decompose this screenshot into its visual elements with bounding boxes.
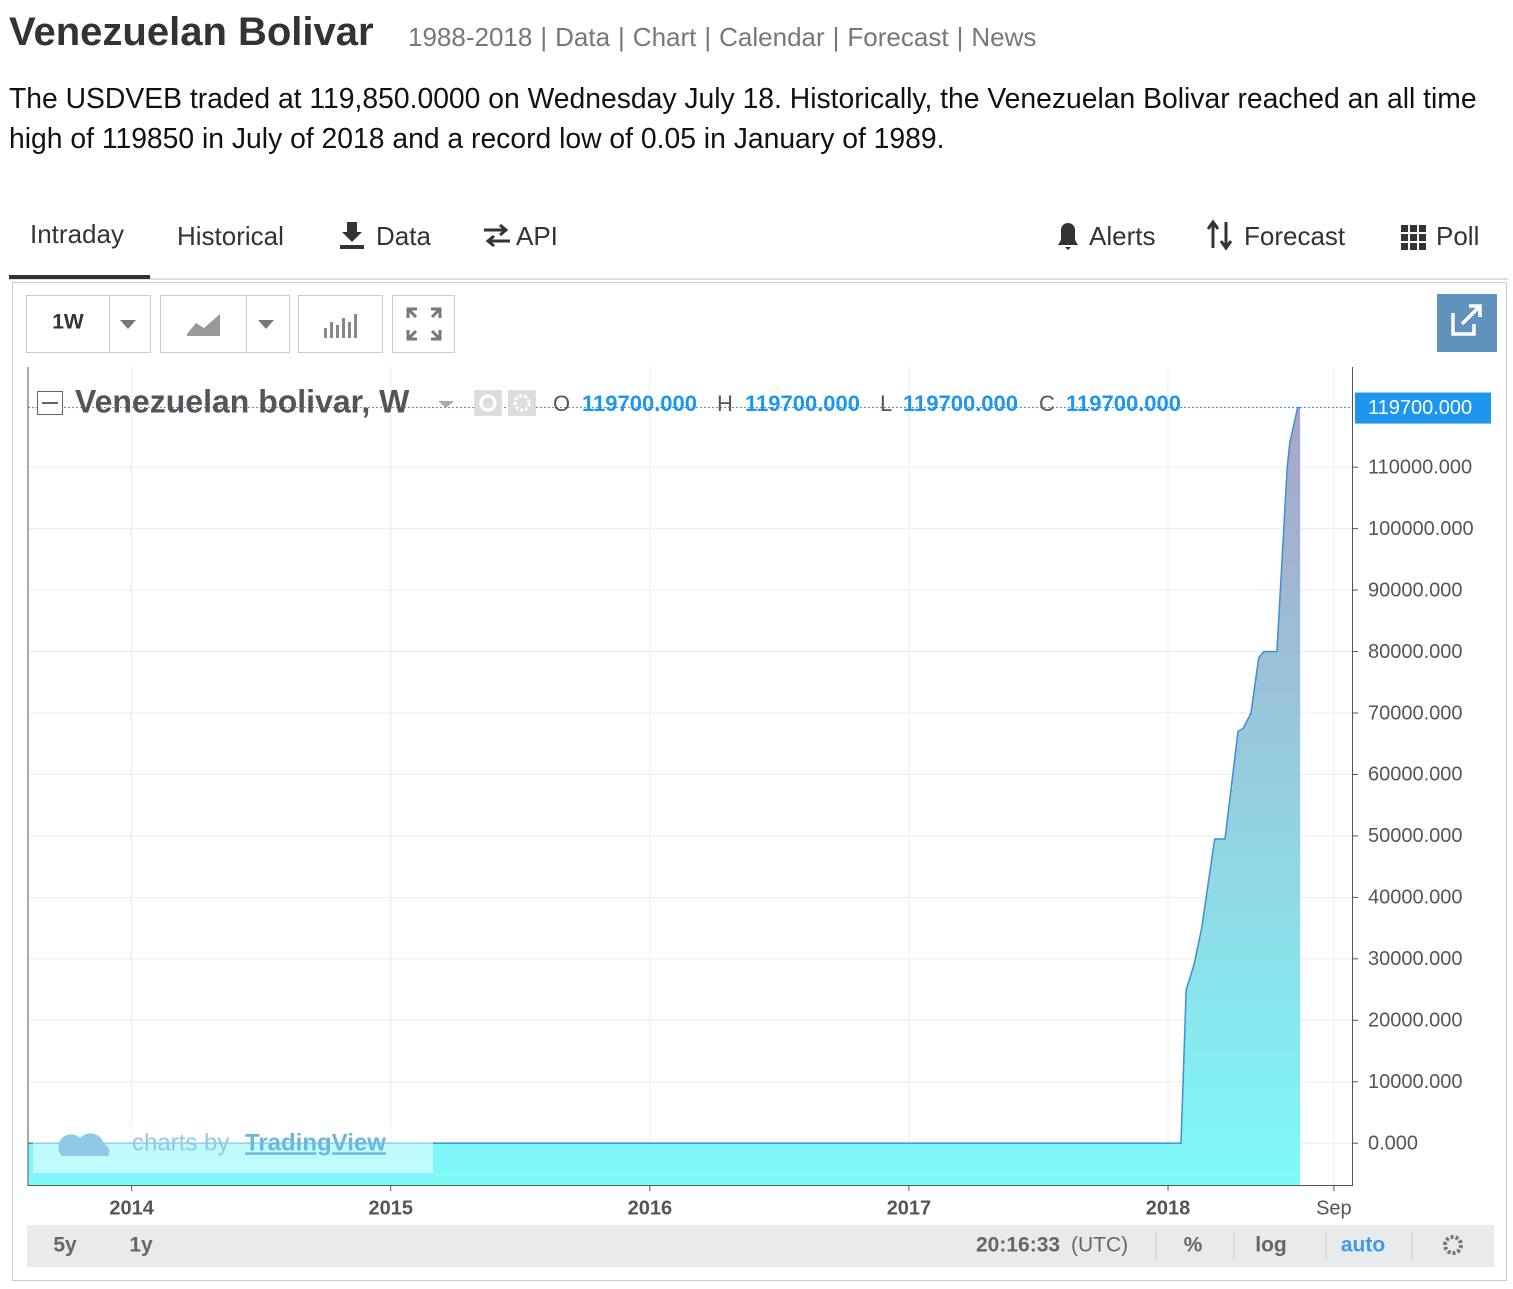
y-tick-label: 20000.000 <box>1368 1010 1463 1032</box>
watermark-brand[interactable]: TradingView <box>245 1129 386 1156</box>
tab[interactable]: Intraday <box>30 219 124 249</box>
x-tick-label: 2014 <box>109 1197 154 1219</box>
fullscreen-button[interactable] <box>392 295 455 353</box>
ohlc-name: L <box>880 391 892 416</box>
tab[interactable]: API <box>516 221 558 251</box>
title-arrow <box>438 401 454 408</box>
grid-icon-cell <box>1401 234 1408 241</box>
timezone: (UTC) <box>1071 1234 1128 1257</box>
grid-icon-cell <box>1419 243 1426 250</box>
header-links: 1988-2018 | Data | Chart | Calendar | Forecast | N… <box>408 22 1036 53</box>
popout-button[interactable] <box>1437 294 1497 352</box>
ohlc-value: 119700.000 <box>582 391 697 416</box>
ohlc-name: C <box>1039 391 1055 416</box>
y-tick-label: 80000.000 <box>1368 641 1463 663</box>
range-button[interactable]: 5y <box>53 1234 77 1257</box>
ohlc-value: 119700.000 <box>745 391 860 416</box>
watermark-logo <box>58 1133 110 1156</box>
download-icon <box>340 222 364 249</box>
header-link[interactable]: Calendar <box>719 22 825 52</box>
grid-icon-cell <box>1410 234 1417 241</box>
ohlc-value: 119700.000 <box>903 391 1018 416</box>
header-link[interactable]: 1988-2018 <box>408 22 533 52</box>
y-tick-label: 100000.000 <box>1368 518 1474 540</box>
grid-icon-cell <box>1419 234 1426 241</box>
page-title: Venezuelan Bolivar <box>9 10 374 54</box>
separator: | <box>956 22 964 52</box>
x-tick-label: 2017 <box>887 1197 932 1219</box>
y-tick-label: 10000.000 <box>1368 1071 1463 1093</box>
tab[interactable]: Poll <box>1436 221 1479 251</box>
last-value-tag <box>1355 392 1491 424</box>
footer-option[interactable]: % <box>1184 1234 1203 1257</box>
footer-option[interactable]: auto <box>1341 1234 1385 1257</box>
grid-icon-cell <box>1410 243 1417 250</box>
y-tick-label: 90000.000 <box>1368 579 1463 601</box>
settings-icon[interactable] <box>1443 1235 1463 1255</box>
range-button[interactable]: 1y <box>129 1234 153 1257</box>
y-tick-label: 40000.000 <box>1368 887 1463 909</box>
x-tick-label: 2018 <box>1146 1197 1191 1219</box>
ohlc-name: H <box>717 391 733 416</box>
swap-icon <box>484 223 510 248</box>
y-tick-label: 0.000 <box>1368 1132 1418 1154</box>
summary: The USDVEB traded at 119,850.0000 on Wed… <box>9 82 1477 154</box>
tab[interactable]: Alerts <box>1089 221 1155 251</box>
header-link[interactable]: News <box>971 22 1037 52</box>
last-value-label: 119700.000 <box>1368 397 1472 419</box>
x-tick-label: 2015 <box>368 1197 413 1219</box>
chart-title: Venezuelan bolivar, W <box>75 383 410 419</box>
header-link[interactable]: Chart <box>632 22 697 52</box>
grid-icon-cell <box>1410 225 1417 232</box>
footer-option[interactable]: log <box>1255 1234 1287 1257</box>
interval-label[interactable]: 1W <box>52 311 84 334</box>
ohlc-name: O <box>553 391 570 416</box>
y-tick-label: 60000.000 <box>1368 764 1463 786</box>
indicators-button[interactable] <box>298 295 383 353</box>
y-tick-label: 110000.000 <box>1368 456 1472 478</box>
watermark-prefix: charts by <box>132 1129 229 1156</box>
x-tick-label: 2016 <box>628 1197 673 1219</box>
clock: 20:16:33 <box>976 1234 1060 1257</box>
grid-icon-cell <box>1401 243 1408 250</box>
sort-icon <box>1206 219 1233 251</box>
tab[interactable]: Data <box>376 221 431 251</box>
separator: | <box>618 22 625 52</box>
separator: | <box>704 22 712 52</box>
tab[interactable]: Forecast <box>1244 221 1346 251</box>
y-tick-label: 50000.000 <box>1368 825 1463 847</box>
bell-icon <box>1058 223 1078 250</box>
grid-icon-cell <box>1419 225 1426 232</box>
separator: | <box>540 22 548 52</box>
header-link[interactable]: Forecast <box>847 22 949 52</box>
header-link[interactable]: Data <box>555 22 611 52</box>
tab[interactable]: Historical <box>177 221 284 251</box>
ohlc-value: 119700.000 <box>1066 391 1181 416</box>
x-tick-label: Sep <box>1316 1197 1352 1219</box>
y-tick-label: 30000.000 <box>1368 948 1463 970</box>
grid-icon-cell <box>1401 225 1408 232</box>
line <box>27 406 1301 1144</box>
separator: | <box>832 22 840 52</box>
y-tick-label: 70000.000 <box>1368 702 1463 724</box>
